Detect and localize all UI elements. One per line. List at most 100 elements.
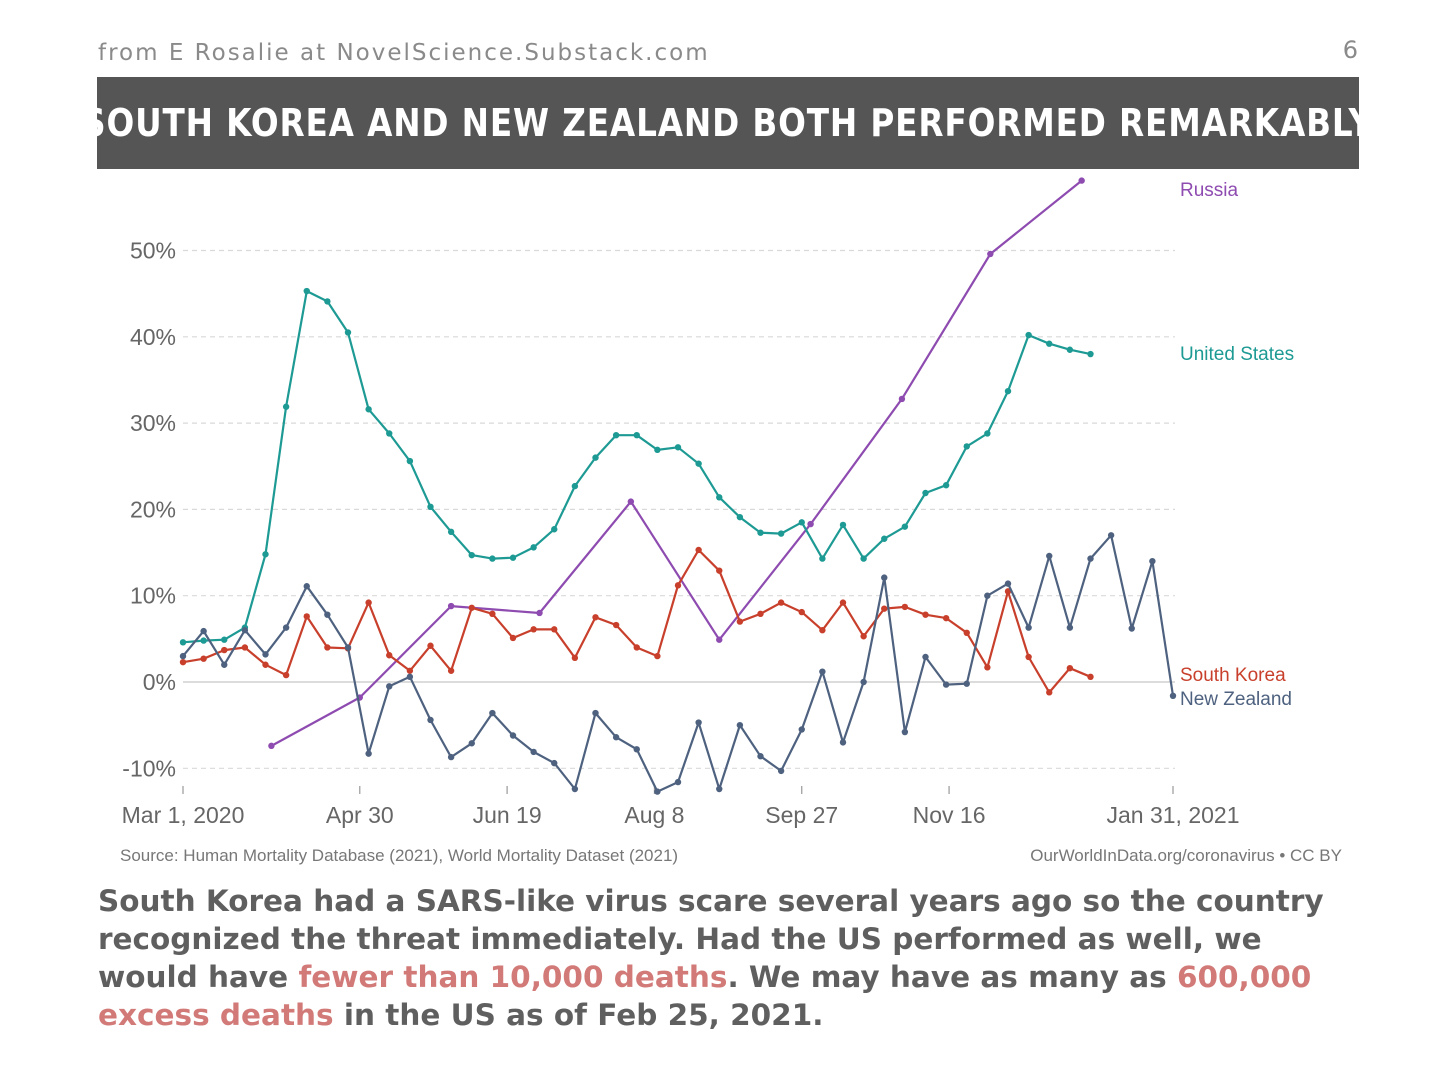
data-point	[468, 740, 475, 747]
caption-part-1: South Korea had a SARS-like virus scare …	[98, 884, 1324, 994]
data-point	[839, 521, 847, 529]
data-point	[1004, 387, 1012, 395]
data-point	[386, 430, 393, 437]
data-point	[1066, 624, 1074, 631]
data-point	[901, 523, 909, 530]
data-point	[695, 460, 702, 467]
data-point	[627, 498, 635, 505]
data-point	[777, 767, 785, 775]
data-point	[839, 599, 847, 606]
data-point	[262, 651, 269, 658]
data-point	[406, 667, 414, 674]
data-point	[571, 482, 579, 490]
data-point	[987, 250, 994, 258]
data-point	[881, 605, 888, 612]
data-point	[757, 529, 764, 536]
data-point	[633, 746, 640, 753]
data-point	[1107, 532, 1115, 539]
data-point	[757, 610, 764, 618]
data-point	[922, 611, 929, 618]
data-point	[860, 678, 867, 686]
data-point	[1025, 653, 1032, 661]
data-point	[942, 681, 950, 688]
line-chart: -10% 0% 10% 20% 30% 40% 50% Mar 1, 2020 Apr 30 Ju…	[122, 177, 1294, 828]
data-point	[200, 655, 207, 662]
data-point	[509, 554, 517, 561]
data-point	[221, 646, 228, 654]
data-point	[798, 519, 805, 526]
data-point	[942, 482, 950, 489]
data-point	[612, 734, 620, 741]
y-tick-label: -10%	[122, 755, 176, 781]
data-point	[1004, 588, 1012, 595]
data-point	[509, 634, 517, 642]
data-point	[922, 489, 929, 497]
data-point	[179, 658, 187, 666]
data-point	[654, 788, 661, 795]
series-label: South Korea	[1180, 665, 1286, 686]
y-tick-label: 30%	[130, 410, 176, 436]
caption-part-3: in the US as of Feb 25, 2021.	[333, 998, 824, 1032]
series-line	[182, 289, 1091, 644]
data-point	[654, 446, 661, 454]
data-point	[536, 609, 543, 617]
data-point	[468, 551, 475, 559]
data-point	[716, 636, 723, 643]
data-point	[406, 673, 414, 681]
data-point	[221, 636, 228, 643]
x-tick-label: Jun 19	[473, 802, 542, 828]
data-point	[898, 395, 906, 403]
data-point	[551, 759, 558, 767]
data-point	[633, 431, 640, 439]
data-point	[674, 444, 682, 451]
page-number: 6	[1342, 36, 1358, 64]
data-point	[674, 778, 682, 786]
x-tick-label: Sep 27	[765, 802, 838, 828]
data-point	[881, 574, 888, 581]
banner-title: SOUTH KOREA AND NEW ZEALAND BOTH PERFORM…	[82, 101, 1374, 145]
data-point	[1087, 555, 1094, 562]
series-label: New Zealand	[1180, 689, 1292, 710]
y-tick-label: 0%	[143, 669, 176, 695]
data-point	[716, 567, 723, 574]
data-point	[695, 719, 702, 726]
data-point	[798, 726, 805, 733]
data-point	[324, 644, 331, 651]
data-point	[344, 329, 352, 336]
data-point	[489, 709, 496, 717]
data-point	[777, 530, 785, 537]
data-point	[654, 652, 661, 660]
data-point	[447, 667, 455, 674]
data-point	[447, 602, 455, 610]
x-tick-label: Aug 8	[624, 802, 684, 828]
data-point	[984, 430, 991, 437]
grid-lines	[183, 249, 1175, 769]
data-point	[571, 654, 579, 662]
data-point	[716, 494, 723, 501]
data-point	[262, 661, 269, 668]
data-point	[551, 526, 558, 533]
series-united-states	[179, 287, 1094, 646]
data-point	[736, 721, 744, 729]
x-tick-label: Nov 16	[913, 802, 986, 828]
data-point	[984, 664, 991, 671]
data-point	[489, 555, 496, 562]
data-point	[592, 454, 599, 461]
data-point	[819, 627, 826, 634]
data-point	[303, 287, 310, 295]
x-tick-label: Jan 31, 2021	[1106, 802, 1239, 828]
caption-part-2: . We may have as many as	[727, 960, 1177, 994]
x-tick-label: Mar 1, 2020	[122, 802, 245, 828]
data-point	[881, 535, 888, 542]
y-tick-label: 40%	[130, 324, 176, 350]
data-point	[489, 610, 496, 618]
series-line	[270, 179, 1083, 747]
data-point	[179, 652, 187, 660]
data-point	[798, 608, 805, 616]
data-point	[530, 748, 537, 756]
data-point	[241, 644, 249, 651]
data-point	[200, 627, 207, 635]
x-axis	[182, 786, 1174, 794]
data-point	[262, 551, 269, 558]
data-point	[324, 298, 331, 305]
